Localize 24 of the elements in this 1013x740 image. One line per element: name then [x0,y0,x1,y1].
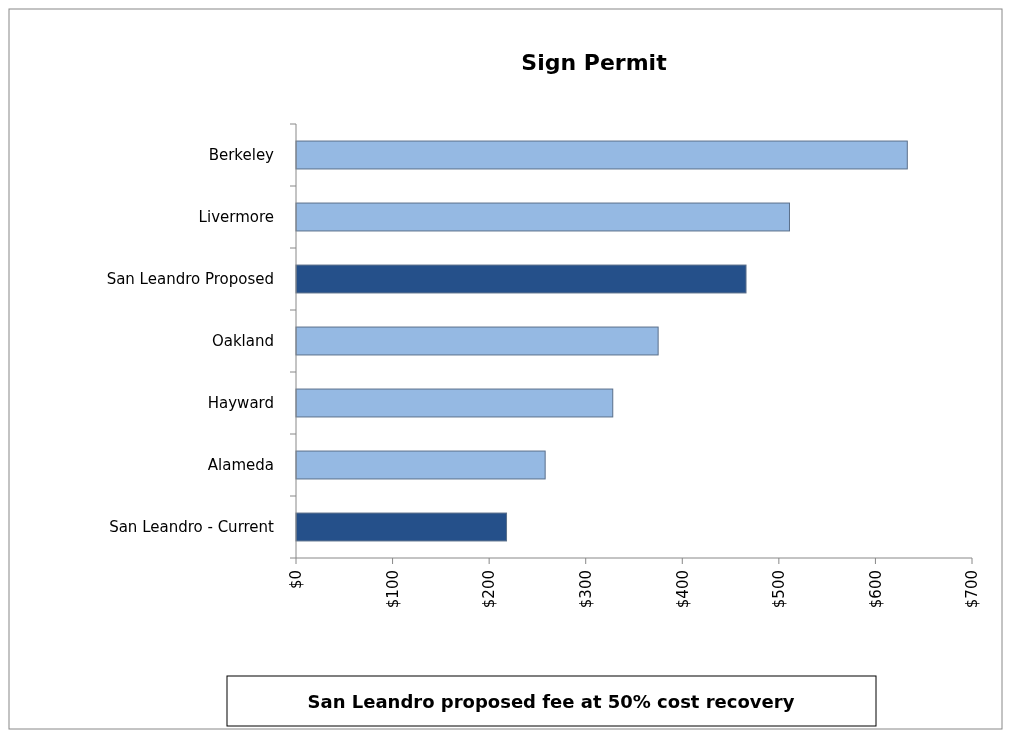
x-tick-label: $100 [383,570,402,609]
bar [295,140,908,170]
y-tick-label: San Leandro Proposed [106,270,274,289]
y-tick-label: Oakland [211,332,274,351]
x-tick-label: $700 [963,570,982,609]
bar [295,326,659,356]
x-tick-label: $600 [866,570,885,609]
y-tick-label: Hayward [207,394,274,413]
chart-title: Sign Permit [521,50,668,75]
y-tick-label: Berkeley [208,146,275,165]
bar [295,264,747,294]
x-tick-label: $0 [287,570,306,590]
bar [295,512,508,542]
y-tick-label: San Leandro - Current [109,518,275,537]
x-tick-label: $400 [673,570,692,609]
x-tick-label: $300 [576,570,595,609]
bar [295,388,614,418]
bar [295,450,546,480]
y-tick-label: Alameda [207,456,274,475]
x-tick-label: $200 [480,570,499,609]
y-tick-label: Livermore [198,208,274,227]
text: San Leandro proposed fee at 50% cost recovery [307,691,795,712]
bar [295,202,790,232]
x-tick-label: $500 [770,570,789,609]
